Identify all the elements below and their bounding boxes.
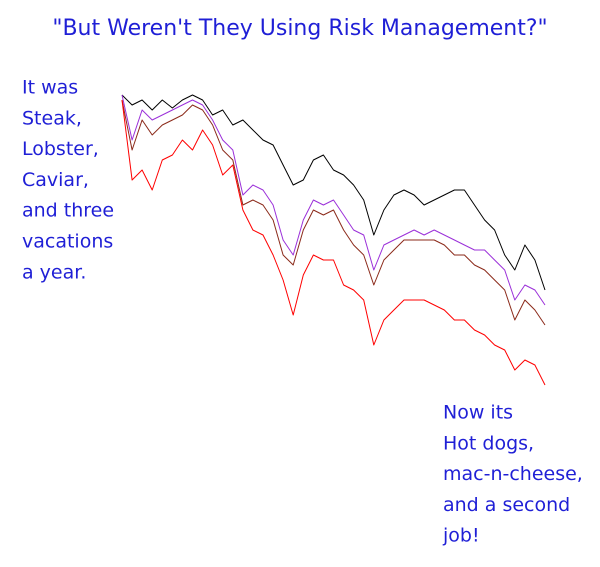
annotation-line: and three [22, 200, 114, 222]
annotation-line: vacations [22, 231, 113, 253]
annotation-line: a year. [22, 261, 86, 283]
annotation-line: It was [22, 77, 78, 99]
series-line [121, 94, 546, 306]
chart-title: "But Weren't They Using Risk Management?… [52, 16, 547, 41]
annotation-line: job! [442, 525, 480, 547]
annotation-line: Lobster, [22, 138, 99, 160]
series-line [121, 99, 546, 326]
annotation-line: Hot dogs, [443, 432, 534, 454]
annotation-line: Steak, [22, 107, 82, 129]
annotation-line: and a second [443, 494, 570, 516]
annotation-line: mac-n-cheese, [443, 463, 583, 485]
annotation-line: Now its [443, 402, 513, 424]
series-line [121, 99, 546, 386]
annotation-line: Caviar, [22, 169, 89, 191]
series-line [121, 94, 546, 291]
